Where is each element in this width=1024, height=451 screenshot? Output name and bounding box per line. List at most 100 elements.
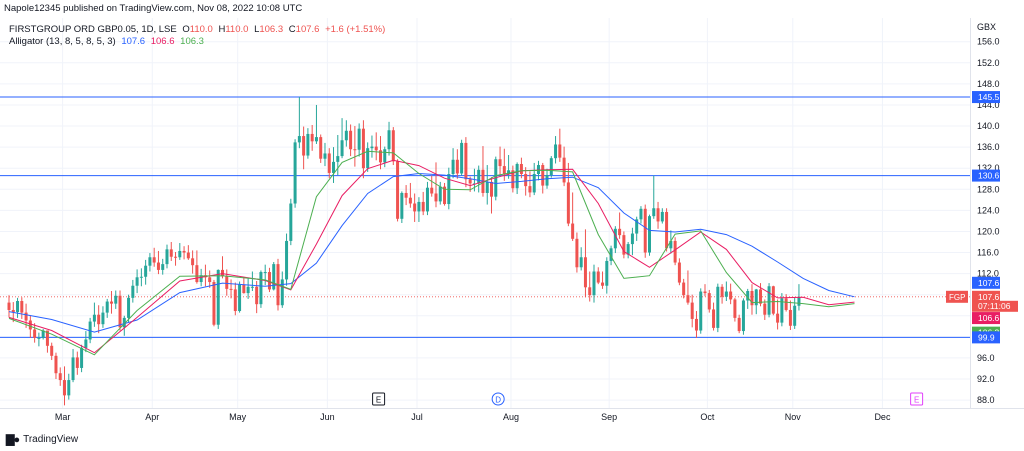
candle[interactable] (528, 171, 532, 198)
candle[interactable] (37, 332, 41, 347)
candlestick-chart[interactable]: GBX 88.092.096.0100.0104.0108.0112.0116.… (0, 18, 1024, 428)
candle[interactable] (344, 120, 348, 147)
candle[interactable] (238, 281, 242, 313)
candle[interactable] (490, 177, 494, 214)
candle[interactable] (571, 192, 575, 241)
candle[interactable] (532, 162, 536, 196)
candle[interactable] (421, 191, 425, 216)
chart-legend[interactable]: FIRSTGROUP ORD GBP0.05, 1D, LSE O110.0 H… (9, 24, 385, 48)
candle[interactable] (259, 270, 263, 308)
footer-brand[interactable]: ▇● TradingView (6, 433, 78, 446)
candle[interactable] (400, 191, 404, 224)
candle[interactable] (67, 373, 71, 400)
candle[interactable] (724, 281, 728, 302)
candle[interactable] (327, 148, 331, 179)
candle[interactable] (314, 104, 318, 144)
candle[interactable] (776, 299, 780, 330)
candle[interactable] (707, 289, 711, 313)
candle[interactable] (767, 283, 771, 318)
candle[interactable] (54, 352, 58, 380)
candle[interactable] (370, 135, 374, 158)
candle[interactable] (127, 294, 131, 323)
candle[interactable] (233, 282, 237, 316)
candle[interactable] (618, 212, 622, 239)
candle[interactable] (323, 142, 327, 167)
candle[interactable] (109, 291, 113, 314)
candle[interactable] (750, 284, 754, 315)
candle[interactable] (165, 244, 169, 269)
candle[interactable] (361, 120, 365, 179)
candle[interactable] (712, 302, 716, 331)
candle[interactable] (216, 269, 220, 329)
candle[interactable] (208, 270, 212, 288)
candle[interactable] (250, 271, 254, 292)
candle[interactable] (720, 284, 724, 304)
candle[interactable] (378, 136, 382, 170)
candle[interactable] (169, 241, 173, 261)
candle[interactable] (622, 231, 626, 259)
candle[interactable] (669, 230, 673, 254)
candle[interactable] (255, 280, 259, 314)
candle[interactable] (515, 162, 519, 195)
candle[interactable] (178, 243, 182, 260)
candle[interactable] (460, 139, 464, 176)
candle[interactable] (485, 165, 489, 205)
candle[interactable] (451, 148, 455, 179)
candle[interactable] (660, 208, 664, 224)
candle[interactable] (434, 162, 438, 208)
candle[interactable] (186, 245, 190, 260)
candle[interactable] (554, 136, 558, 164)
candle[interactable] (771, 285, 775, 316)
candle[interactable] (349, 124, 353, 157)
candle[interactable] (613, 226, 617, 254)
candle[interactable] (404, 185, 408, 206)
candle[interactable] (673, 237, 677, 266)
candle[interactable] (122, 315, 126, 336)
candle[interactable] (310, 124, 314, 151)
candle[interactable] (455, 149, 459, 179)
candle[interactable] (408, 182, 412, 208)
candle[interactable] (387, 121, 391, 156)
candle[interactable] (447, 167, 451, 210)
candle[interactable] (118, 290, 122, 331)
candle[interactable] (481, 146, 485, 197)
candle[interactable] (297, 97, 301, 149)
candle[interactable] (626, 241, 630, 259)
candle[interactable] (665, 208, 669, 252)
candle[interactable] (737, 314, 741, 334)
candle[interactable] (161, 258, 165, 275)
candle[interactable] (144, 259, 148, 285)
candle[interactable] (630, 227, 634, 256)
candle[interactable] (221, 256, 224, 279)
candle[interactable] (319, 134, 323, 163)
time-axis[interactable]: Mar Apr May Jun Jul Aug Sep Oct Nov Dec (55, 412, 891, 422)
alligator-legend-row[interactable]: Alligator (13, 8, 5, 8, 5, 3) 107.6 106.… (9, 36, 385, 48)
candle[interactable] (139, 268, 143, 287)
candle[interactable] (293, 139, 297, 208)
candle[interactable] (443, 182, 447, 206)
candle[interactable] (477, 165, 481, 193)
candle[interactable] (289, 198, 293, 246)
candle[interactable] (733, 297, 737, 322)
candle[interactable] (24, 303, 28, 328)
candle[interactable] (592, 264, 596, 303)
candle[interactable] (549, 156, 553, 178)
candle[interactable] (80, 344, 84, 373)
candle[interactable] (50, 342, 54, 361)
candle[interactable] (605, 257, 609, 294)
candle[interactable] (635, 216, 639, 241)
candle[interactable] (267, 267, 271, 293)
candle[interactable] (562, 146, 566, 187)
candle[interactable] (609, 245, 613, 266)
candle[interactable] (519, 157, 523, 179)
candle[interactable] (7, 295, 11, 318)
candle[interactable] (716, 283, 720, 333)
candle[interactable] (366, 142, 370, 172)
candle[interactable] (272, 262, 276, 291)
candle[interactable] (246, 277, 250, 299)
candle[interactable] (784, 294, 788, 312)
candle[interactable] (302, 126, 306, 170)
candle[interactable] (780, 293, 784, 327)
candle[interactable] (92, 302, 96, 327)
